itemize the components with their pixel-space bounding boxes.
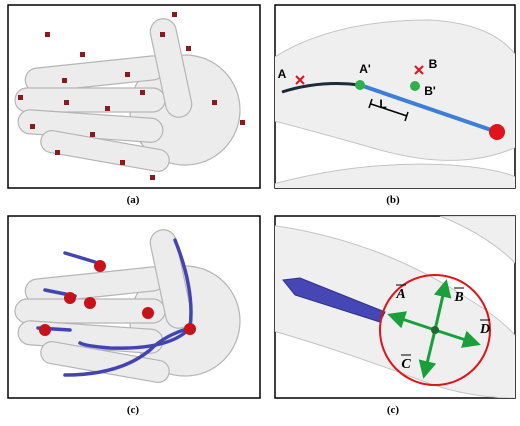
- length-label: L: [379, 97, 386, 111]
- vector-label: D: [479, 322, 490, 337]
- caption: (b): [386, 194, 400, 206]
- joints: [39, 260, 196, 336]
- markers: [18, 12, 245, 180]
- caption: (a): [127, 194, 140, 206]
- point-label: B': [424, 84, 436, 98]
- zoom-view: [275, 19, 515, 188]
- point-label: A: [278, 67, 287, 81]
- point-label: A': [359, 62, 371, 76]
- vector-label: C: [401, 357, 411, 372]
- point-label: B: [429, 57, 438, 71]
- vector-label: B: [453, 290, 463, 305]
- caption: (c): [387, 404, 400, 416]
- zoom-view: [275, 216, 515, 398]
- caption: (c): [127, 404, 140, 416]
- vector-label: A: [395, 287, 405, 302]
